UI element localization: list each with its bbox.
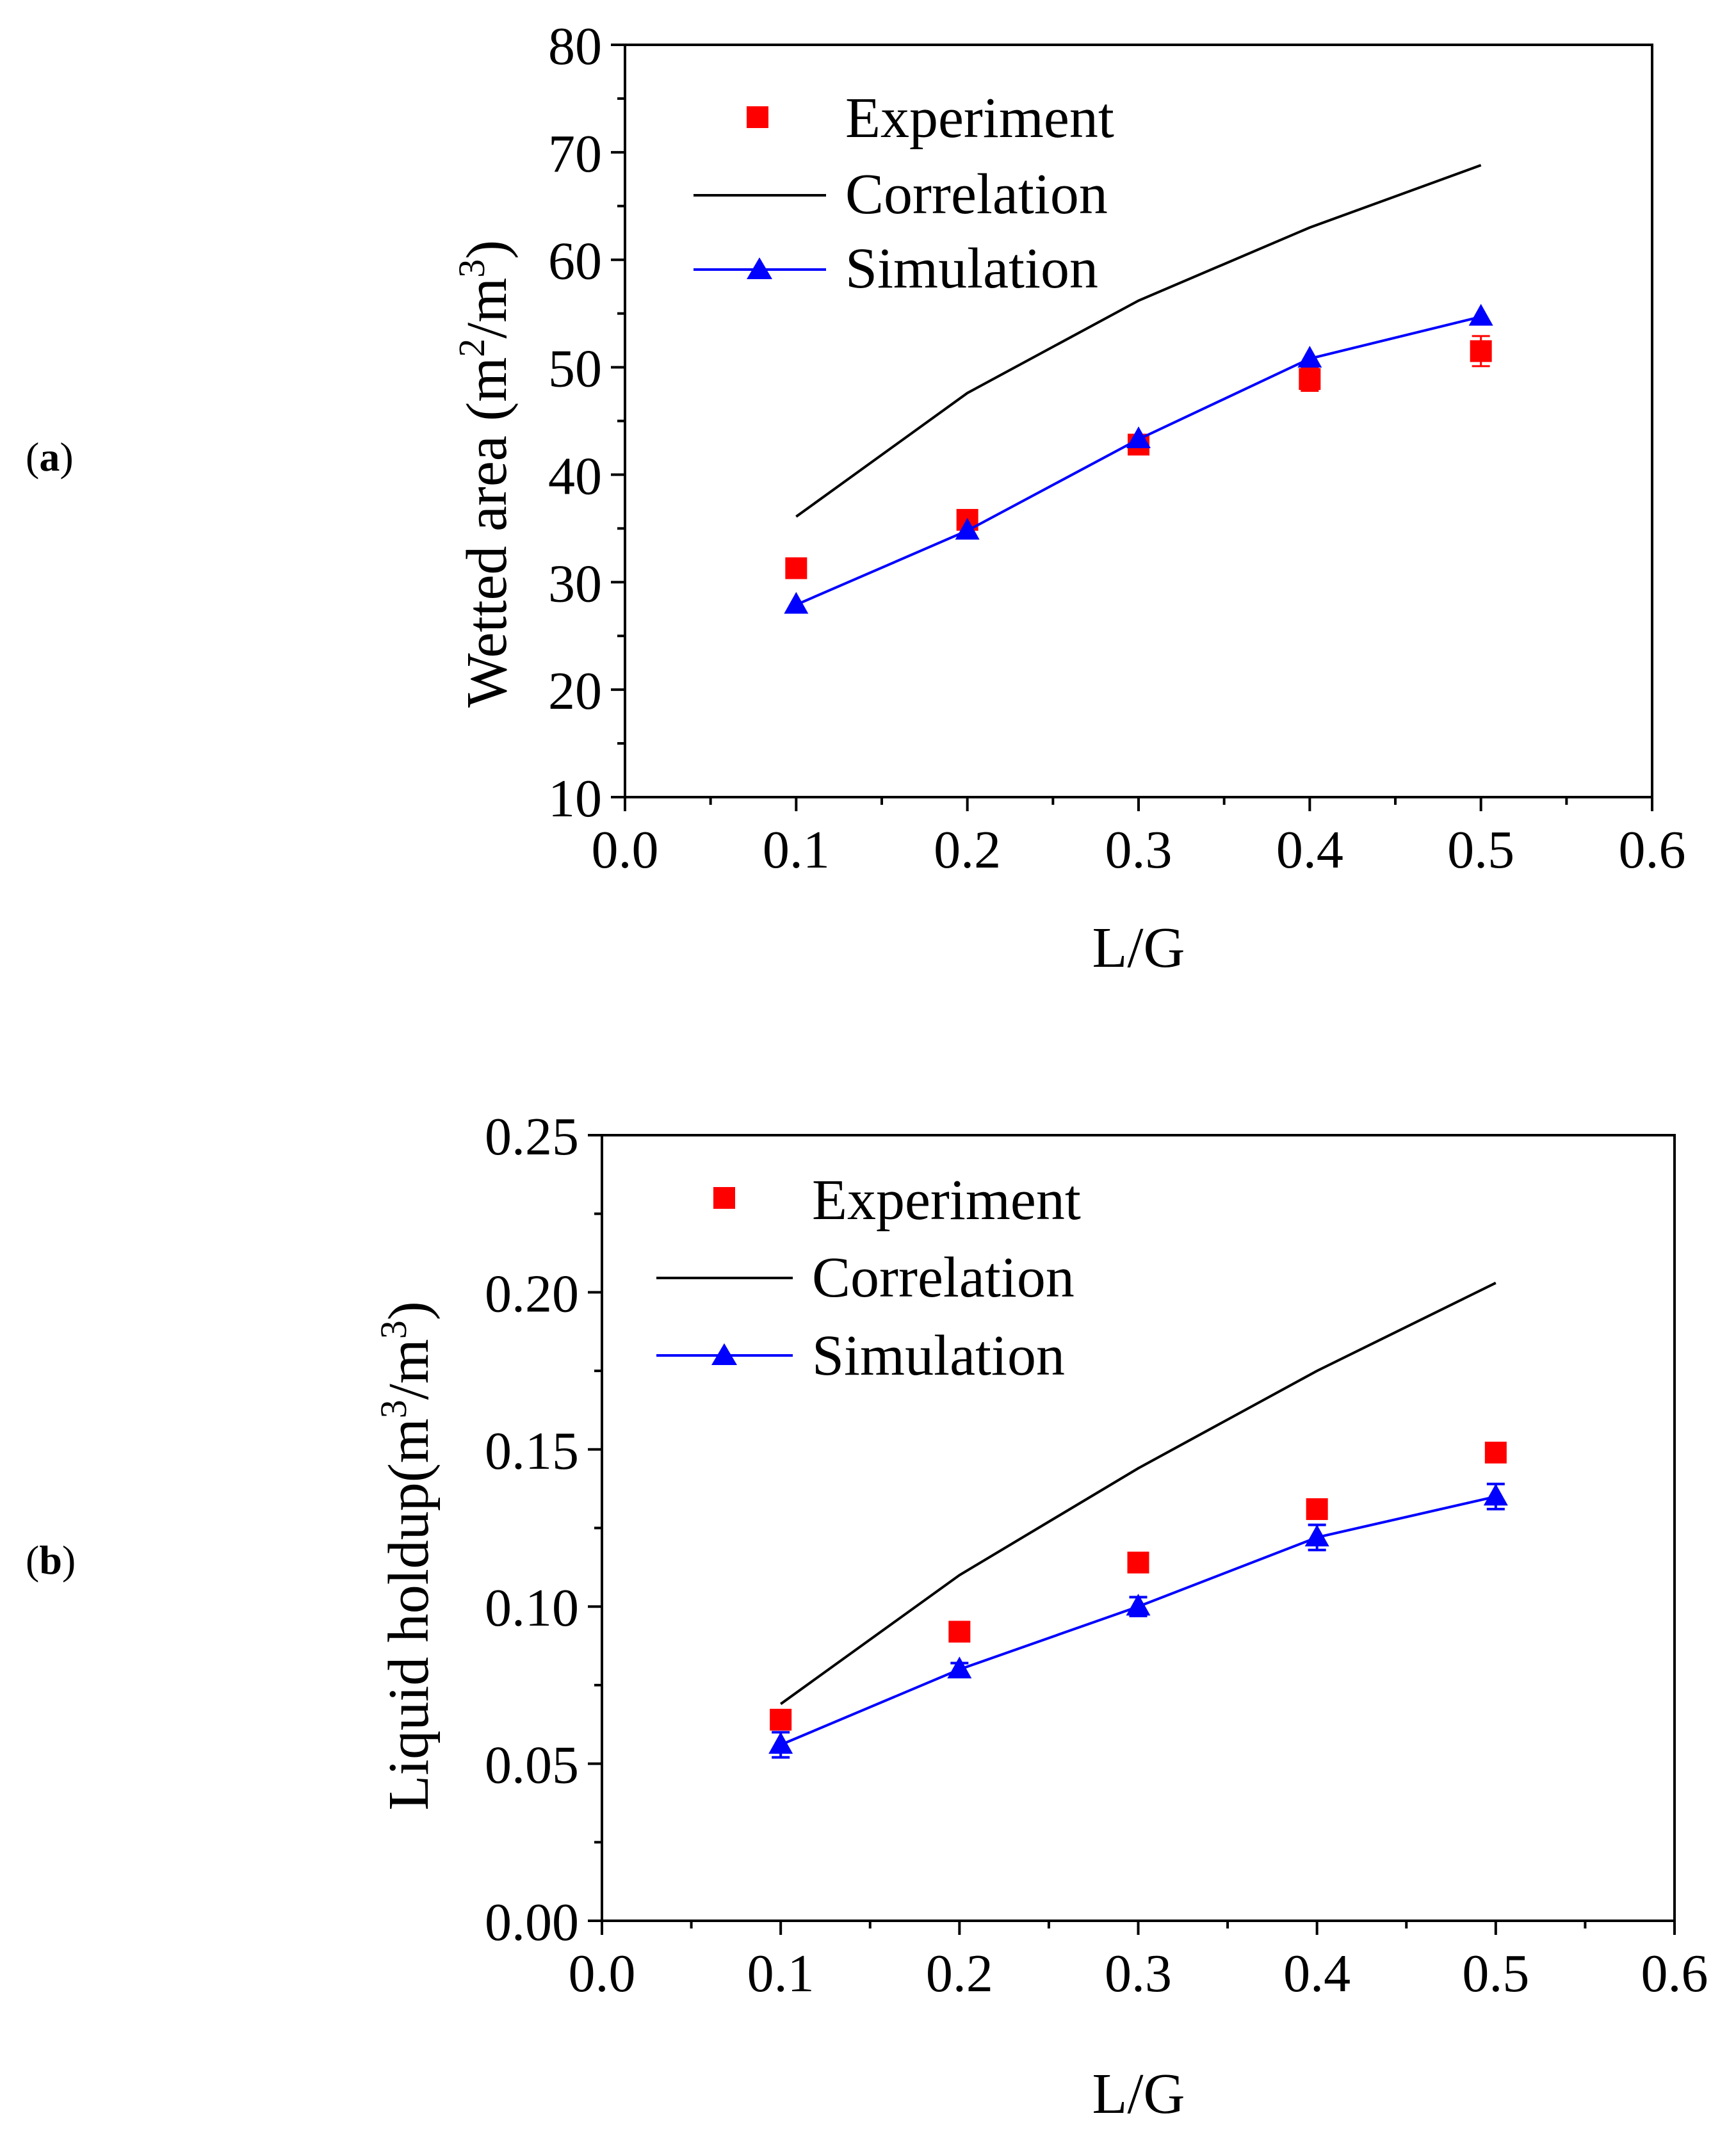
panel-b-label: (b) bbox=[26, 1537, 76, 1583]
panel-a-experiment-point bbox=[1299, 368, 1321, 391]
panel-b-chart: (b) 0.0 0.1 0.2 0.3 0.4 0.5 0.6 0.00 0.05 0.10 0.1… bbox=[26, 1107, 1708, 2126]
panel-b-simulation-point bbox=[947, 1656, 972, 1679]
panel-a-simulation-point bbox=[784, 592, 809, 614]
panel-a-plot-frame bbox=[624, 44, 1653, 798]
panel-a-y-tick-label: 80 bbox=[548, 17, 602, 76]
panel-a-x-axis-title: L/G bbox=[1092, 916, 1185, 980]
panel-a-x-tick-label: 0.5 bbox=[1447, 820, 1514, 880]
panel-a-experiment-point bbox=[1470, 340, 1492, 362]
panel-b-x-tick-label: 0.1 bbox=[747, 1944, 815, 2003]
panel-b-legend: Experiment Correlation Simulation bbox=[656, 1168, 1081, 1387]
panel-b-y-tick-label: 0.20 bbox=[485, 1264, 579, 1323]
panel-a-y-tick-label: 10 bbox=[548, 769, 602, 829]
panel-a-simulation-point bbox=[1126, 426, 1151, 449]
panel-a-plot-area: 0.0 0.1 0.2 0.3 0.4 0.5 0.6 10 20 30 40 50 60 70 80 bbox=[548, 17, 1686, 880]
panel-a-x-tick-label: 0.2 bbox=[934, 820, 1001, 880]
panel-b-experiment-point bbox=[1127, 1551, 1149, 1574]
panel-b-simulation-point bbox=[1483, 1483, 1508, 1506]
panel-a-legend-simulation-label: Simulation bbox=[845, 237, 1098, 300]
panel-a-y-tick-label: 40 bbox=[548, 446, 602, 506]
panel-b-x-tick-label: 0.3 bbox=[1105, 1944, 1172, 2003]
panel-b-x-tick-label: 0.4 bbox=[1283, 1944, 1351, 2003]
panel-b-y-axis-title: Liquid holdup(m3/m3) bbox=[373, 1301, 441, 1810]
panel-b-simulation-line bbox=[780, 1495, 1497, 1746]
panel-a-x-tick-label: 0.4 bbox=[1276, 820, 1343, 880]
panel-a-x-tick-label: 0.3 bbox=[1105, 820, 1172, 880]
panel-b-legend-simulation-marker bbox=[711, 1343, 737, 1365]
panel-a-experiment-point bbox=[785, 557, 807, 579]
panel-b-y-tick-label: 0.00 bbox=[485, 1893, 579, 1952]
panel-a-legend-experiment-marker bbox=[747, 106, 768, 128]
panel-a-x-tick-label: 0.1 bbox=[763, 820, 830, 880]
panel-b-simulation-point bbox=[768, 1732, 793, 1754]
panel-a-label: (a) bbox=[26, 434, 74, 480]
panel-a-chart: (a) 0.0 0.1 0.2 0.3 0.4 0.5 0.6 10 20 30 40 50 60 70 8… bbox=[26, 17, 1686, 980]
panel-b-plot-frame bbox=[601, 1134, 1676, 1922]
panel-a-y-tick-label: 70 bbox=[548, 124, 602, 184]
panel-a-simulation-line bbox=[795, 315, 1482, 606]
panel-b-x-tick-label: 0.5 bbox=[1462, 1944, 1529, 2003]
panel-b-legend-experiment-label: Experiment bbox=[812, 1168, 1081, 1232]
panel-b-plot-area: 0.0 0.1 0.2 0.3 0.4 0.5 0.6 0.00 0.05 0.10 0.15 0.2… bbox=[485, 1107, 1708, 2003]
panel-a-x-tick-label: 0.0 bbox=[592, 820, 659, 880]
panel-a-simulation-point bbox=[1297, 346, 1322, 368]
panel-a-y-axis-title: Wetted area (m2/m3) bbox=[451, 240, 519, 707]
panel-a-x-tick-label: 0.6 bbox=[1619, 820, 1686, 880]
panel-b-legend-simulation-label: Simulation bbox=[812, 1324, 1065, 1387]
panel-a-legend-simulation-marker bbox=[747, 257, 772, 279]
panel-b-simulation-point bbox=[1126, 1594, 1151, 1616]
panel-b-x-tick-label: 0.0 bbox=[569, 1944, 636, 2003]
panel-a-correlation-line bbox=[795, 164, 1482, 518]
panel-b-x-tick-label: 0.2 bbox=[926, 1944, 993, 2003]
panel-a-simulation-point bbox=[955, 517, 980, 540]
panel-b-legend-experiment-marker bbox=[713, 1187, 735, 1209]
panel-b-simulation-point bbox=[1304, 1524, 1329, 1547]
panel-b-experiment-point bbox=[1306, 1498, 1328, 1521]
panel-a-y-tick-label: 60 bbox=[548, 232, 602, 291]
panel-b-y-tick-label: 0.15 bbox=[485, 1421, 579, 1481]
panel-a-legend-experiment-label: Experiment bbox=[845, 86, 1114, 150]
panel-a-y-tick-label: 20 bbox=[548, 661, 602, 721]
panel-a-simulation-point bbox=[1468, 303, 1493, 326]
panel-b-x-tick-label: 0.6 bbox=[1641, 1944, 1708, 2003]
panel-b-x-axis-title: L/G bbox=[1092, 2062, 1185, 2126]
panel-b-experiment-point bbox=[1484, 1441, 1507, 1464]
panel-b-correlation-line bbox=[779, 1281, 1497, 1705]
panel-b-y-tick-label: 0.05 bbox=[485, 1736, 579, 1795]
panel-b-y-tick-label: 0.10 bbox=[485, 1578, 579, 1638]
panel-a-y-tick-label: 30 bbox=[548, 554, 602, 613]
panel-a-legend: Experiment Correlation Simulation bbox=[694, 86, 1114, 300]
panel-a-legend-correlation-label: Correlation bbox=[845, 163, 1108, 226]
panel-b-experiment-point bbox=[948, 1621, 971, 1643]
panel-a-y-tick-label: 50 bbox=[548, 339, 602, 399]
panel-b-legend-correlation-label: Correlation bbox=[812, 1246, 1075, 1309]
panel-b-experiment-point bbox=[770, 1708, 792, 1731]
panel-b-y-tick-label: 0.25 bbox=[485, 1107, 579, 1167]
